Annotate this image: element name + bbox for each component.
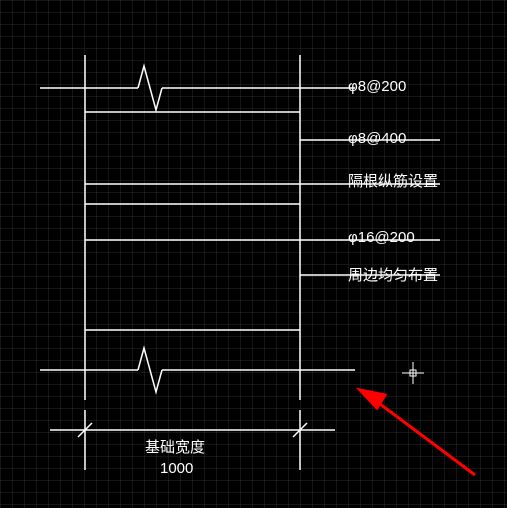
cad-drawing — [0, 0, 507, 508]
label-phi8-200: φ8@200 — [348, 78, 406, 95]
label-alt-bars: 隔根纵筋设置 — [348, 170, 438, 191]
label-phi8-400: φ8@400 — [348, 130, 406, 147]
dimension-title: 基础宽度 — [145, 436, 205, 457]
label-phi16-200: φ16@200 — [348, 229, 415, 246]
label-perimeter: 周边均匀布置 — [348, 264, 438, 285]
dimension-value: 1000 — [160, 460, 193, 477]
